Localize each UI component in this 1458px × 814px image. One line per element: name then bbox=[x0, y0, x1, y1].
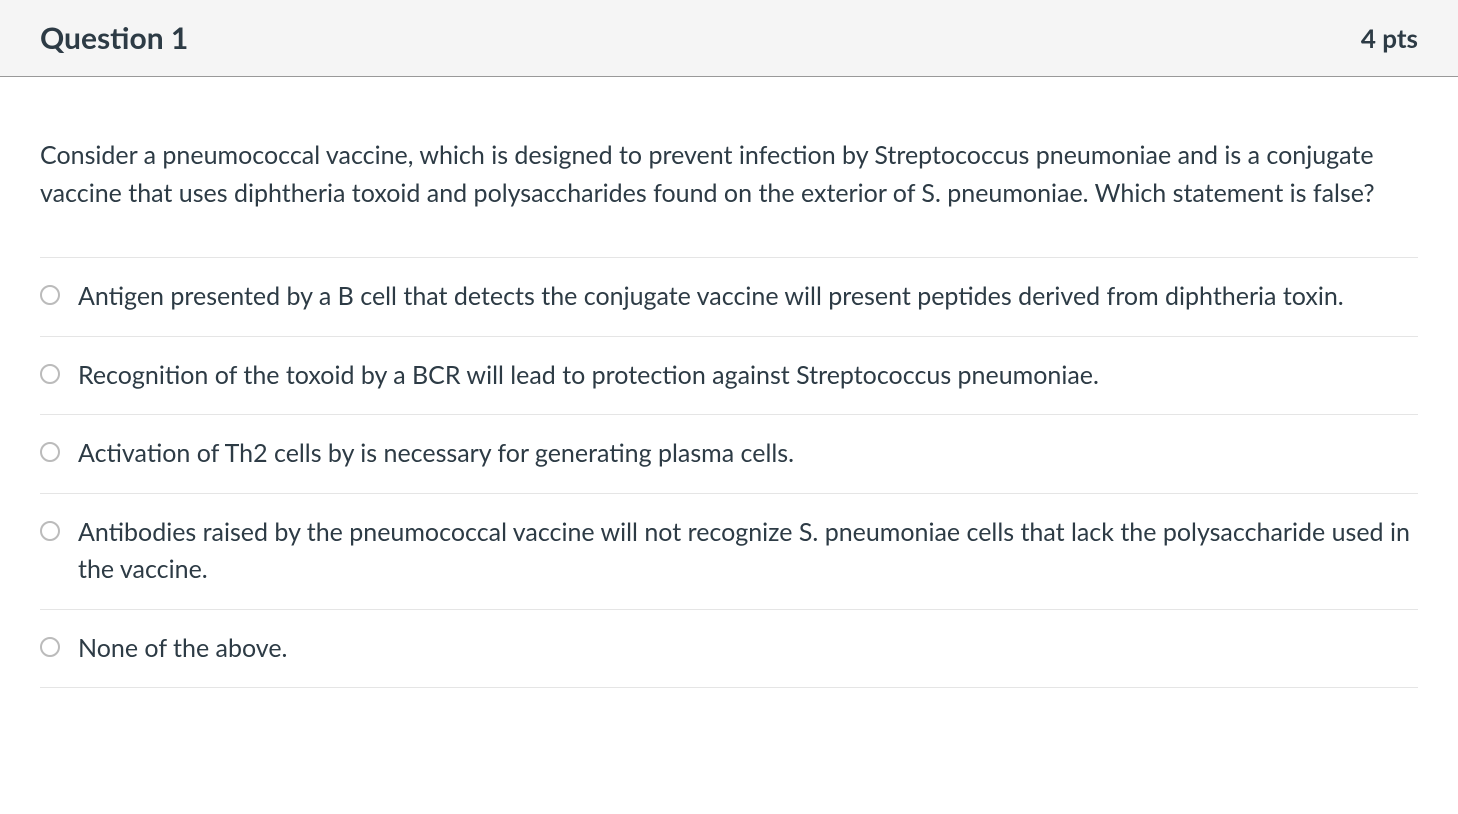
question-body: Consider a pneumococcal vaccine, which i… bbox=[0, 77, 1458, 718]
question-text: Consider a pneumococcal vaccine, which i… bbox=[40, 137, 1418, 212]
option-1[interactable]: Recognition of the toxoid by a BCR will … bbox=[40, 336, 1418, 415]
options-list: Antigen presented by a B cell that detec… bbox=[40, 257, 1418, 688]
option-3-text: Antibodies raised by the pneumococcal va… bbox=[78, 514, 1418, 589]
option-1-radio[interactable] bbox=[40, 364, 60, 384]
question-header: Question 1 4 pts bbox=[0, 0, 1458, 77]
option-2[interactable]: Activation of Th2 cells by is necessary … bbox=[40, 414, 1418, 493]
option-4-text: None of the above. bbox=[78, 630, 287, 668]
option-1-text: Recognition of the toxoid by a BCR will … bbox=[78, 357, 1099, 395]
option-4-radio[interactable] bbox=[40, 637, 60, 657]
option-0-text: Antigen presented by a B cell that detec… bbox=[78, 278, 1344, 316]
question-title: Question 1 bbox=[40, 20, 188, 56]
option-3[interactable]: Antibodies raised by the pneumococcal va… bbox=[40, 493, 1418, 609]
option-0[interactable]: Antigen presented by a B cell that detec… bbox=[40, 257, 1418, 336]
option-4[interactable]: None of the above. bbox=[40, 609, 1418, 689]
option-2-text: Activation of Th2 cells by is necessary … bbox=[78, 435, 794, 473]
option-2-radio[interactable] bbox=[40, 442, 60, 462]
option-3-radio[interactable] bbox=[40, 521, 60, 541]
option-0-radio[interactable] bbox=[40, 285, 60, 305]
question-points: 4 pts bbox=[1361, 22, 1418, 54]
